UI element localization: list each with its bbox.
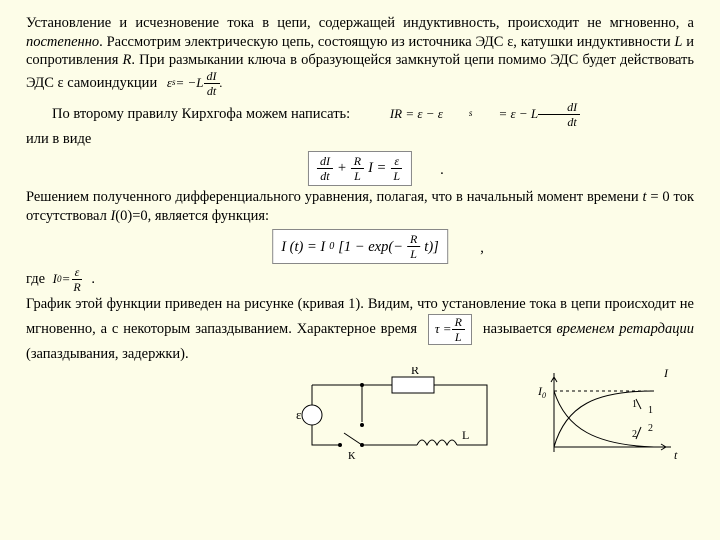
f3-num: ε bbox=[72, 266, 83, 280]
f2-lhs: I (t) = I bbox=[281, 238, 325, 257]
f1-b-num: R bbox=[351, 155, 364, 169]
f1-mid: I = bbox=[368, 159, 386, 178]
tau-lhs: τ = bbox=[435, 321, 452, 338]
tau-den: L bbox=[452, 330, 465, 343]
p2-text: По второму правилу Кирхгофа можем написа… bbox=[52, 105, 350, 121]
f2-comma: , bbox=[480, 239, 484, 258]
eq1-dot: . bbox=[220, 75, 223, 92]
circuit-diagram: R L ε К bbox=[292, 367, 512, 462]
f1-dot: . bbox=[440, 161, 444, 180]
formula-2-box: I (t) = I 0 [1 − exp(− R L t)] bbox=[272, 229, 448, 264]
f2-den: L bbox=[407, 247, 420, 260]
circuit-K-label: К bbox=[348, 450, 356, 462]
paragraph-5: где I0 = ε R . bbox=[26, 266, 694, 293]
eq2-a: IR = ε − ε bbox=[364, 106, 443, 123]
f2-sub: 0 bbox=[329, 240, 334, 253]
circuit-R-label: R bbox=[411, 367, 419, 377]
paragraph-3: или в виде bbox=[26, 130, 694, 149]
paragraph-2: По второму правилу Кирхгофа можем написа… bbox=[26, 101, 694, 128]
f1-b-den: L bbox=[351, 169, 364, 182]
f1-c-num: ε bbox=[391, 155, 402, 169]
p5-text: где bbox=[26, 271, 45, 287]
graph-I0: I0 bbox=[537, 384, 546, 400]
graph-c2b: 2 bbox=[648, 423, 653, 434]
p6-b: называется bbox=[483, 321, 557, 337]
tau-num: R bbox=[452, 316, 465, 330]
f2-num: R bbox=[407, 233, 420, 247]
eq-kirchhoff: IR = ε − εs = ε − L dI dt bbox=[364, 101, 580, 128]
formula-row-2: I (t) = I 0 [1 − exp(− R L t)] , bbox=[26, 229, 694, 263]
p4-a: Решением полученного дифференциального у… bbox=[26, 189, 642, 205]
eq1-den: dt bbox=[204, 84, 219, 97]
circuit-eps-label: ε bbox=[296, 407, 302, 422]
tau-frac: R L bbox=[452, 316, 465, 343]
graph-c1b: 1 bbox=[648, 405, 653, 416]
f1-frac-c: ε L bbox=[390, 155, 403, 182]
eq2-sub: s bbox=[443, 108, 473, 120]
graph-c1: 1 bbox=[632, 399, 637, 410]
eq1-mid: = −L bbox=[176, 75, 204, 92]
f1-a-num: dI bbox=[317, 155, 333, 169]
eq2-num: dI bbox=[538, 101, 580, 115]
f2-mid: [1 − exp(− bbox=[338, 238, 403, 257]
p6-c: (запаздывания, задержки). bbox=[26, 346, 189, 362]
f1-frac-b: R L bbox=[351, 155, 364, 182]
circuit-L-label: L bbox=[462, 428, 469, 442]
f3-frac: ε R bbox=[70, 266, 83, 293]
graph-t-label: t bbox=[674, 448, 678, 462]
paragraph-1: Установление и исчезновение тока в цепи,… bbox=[26, 14, 694, 97]
paragraph-6: График этой функции приведен на рисунке … bbox=[26, 295, 694, 363]
f1-a-den: dt bbox=[317, 169, 332, 182]
f3-eq: = bbox=[62, 271, 71, 288]
eq1-num: dI bbox=[204, 70, 220, 84]
formula-2: I (t) = I 0 [1 − exp(− R L t)] bbox=[272, 229, 448, 264]
formula-1: dI dt + R L I = ε L bbox=[308, 151, 412, 186]
figure-row: R L ε К I t I0 1 2 bbox=[26, 367, 694, 462]
f1-plus: + bbox=[337, 159, 347, 178]
p1-em: постепенно bbox=[26, 34, 99, 50]
formula-tau: τ = R L bbox=[428, 314, 472, 345]
f2-frac: R L bbox=[407, 233, 420, 260]
f1-c-den: L bbox=[390, 169, 403, 182]
f3-dot: . bbox=[91, 271, 95, 287]
p6-em: временем ретардации bbox=[557, 321, 695, 337]
p4-c: (0)=0, является функция: bbox=[115, 208, 269, 224]
p1-b: . Рассмотрим электрическую цепь, состоящ… bbox=[99, 34, 674, 50]
formula-3: I0 = ε R bbox=[53, 266, 84, 293]
eq2-b: = ε − L bbox=[472, 106, 538, 123]
graph-diagram: I t I0 1 2 1 2 bbox=[536, 367, 686, 462]
eq1-frac: dI dt bbox=[204, 70, 220, 97]
f2-rhs: t)] bbox=[424, 238, 439, 257]
eq-self-ind: εs = −L dI dt . bbox=[167, 70, 223, 97]
p3-text: или в виде bbox=[26, 131, 91, 147]
formula-row-1: dI dt + R L I = ε L . bbox=[26, 151, 694, 185]
eq2-frac: dI dt bbox=[538, 101, 580, 128]
f3-den: R bbox=[70, 280, 83, 293]
p1-a: Установление и исчезновение тока в цепи,… bbox=[26, 15, 694, 31]
paragraph-4: Решением полученного дифференциального у… bbox=[26, 188, 694, 225]
formula-1-box: dI dt + R L I = ε L bbox=[308, 151, 412, 186]
f1-frac-a: dI dt bbox=[317, 155, 333, 182]
eq2-den: dt bbox=[538, 115, 579, 128]
graph-I-label: I bbox=[663, 367, 669, 380]
